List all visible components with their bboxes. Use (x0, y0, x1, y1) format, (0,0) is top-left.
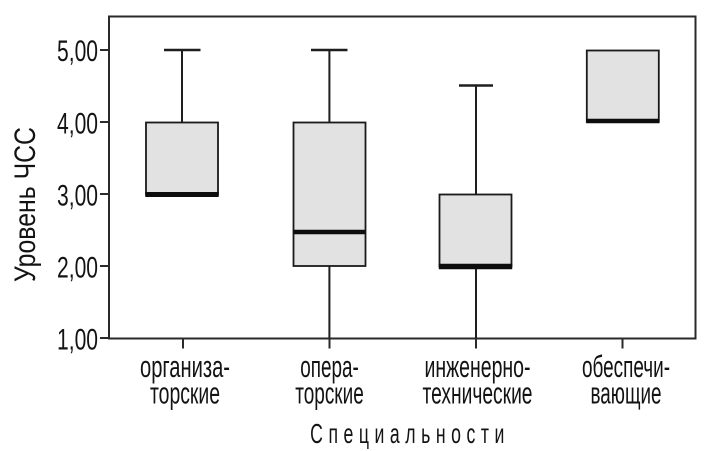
svg-text:опера-: опера- (300, 349, 359, 384)
svg-text:2,00: 2,00 (57, 252, 98, 285)
svg-text:Специальности: Специальности (310, 418, 510, 449)
svg-text:4,00: 4,00 (57, 108, 98, 141)
svg-text:инженерно-: инженерно- (425, 349, 531, 384)
svg-text:торские: торские (150, 376, 220, 411)
svg-text:5,00: 5,00 (57, 35, 98, 68)
svg-text:Уровень ЧСС: Уровень ЧСС (9, 127, 42, 282)
svg-text:3,00: 3,00 (57, 180, 98, 213)
svg-text:технические: технические (423, 376, 533, 411)
svg-text:вающие: вающие (591, 376, 662, 411)
svg-text:организа-: организа- (140, 349, 230, 384)
svg-text:обеспечи-: обеспечи- (582, 349, 670, 384)
svg-text:1,00: 1,00 (57, 324, 98, 357)
svg-text:торские: торские (295, 376, 364, 411)
